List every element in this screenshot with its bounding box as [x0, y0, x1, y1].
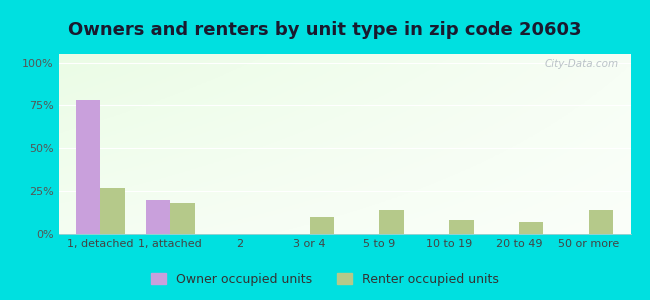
- Bar: [449, 220, 474, 234]
- Text: Owners and renters by unit type in zip code 20603: Owners and renters by unit type in zip c…: [68, 21, 582, 39]
- Bar: [519, 222, 543, 234]
- Bar: [170, 203, 194, 234]
- Bar: [100, 188, 125, 234]
- Bar: [76, 100, 100, 234]
- Text: City-Data.com: City-Data.com: [545, 59, 619, 69]
- Bar: [309, 217, 334, 234]
- Legend: Owner occupied units, Renter occupied units: Owner occupied units, Renter occupied un…: [146, 268, 504, 291]
- Bar: [380, 210, 404, 234]
- Bar: [146, 200, 170, 234]
- Bar: [589, 210, 613, 234]
